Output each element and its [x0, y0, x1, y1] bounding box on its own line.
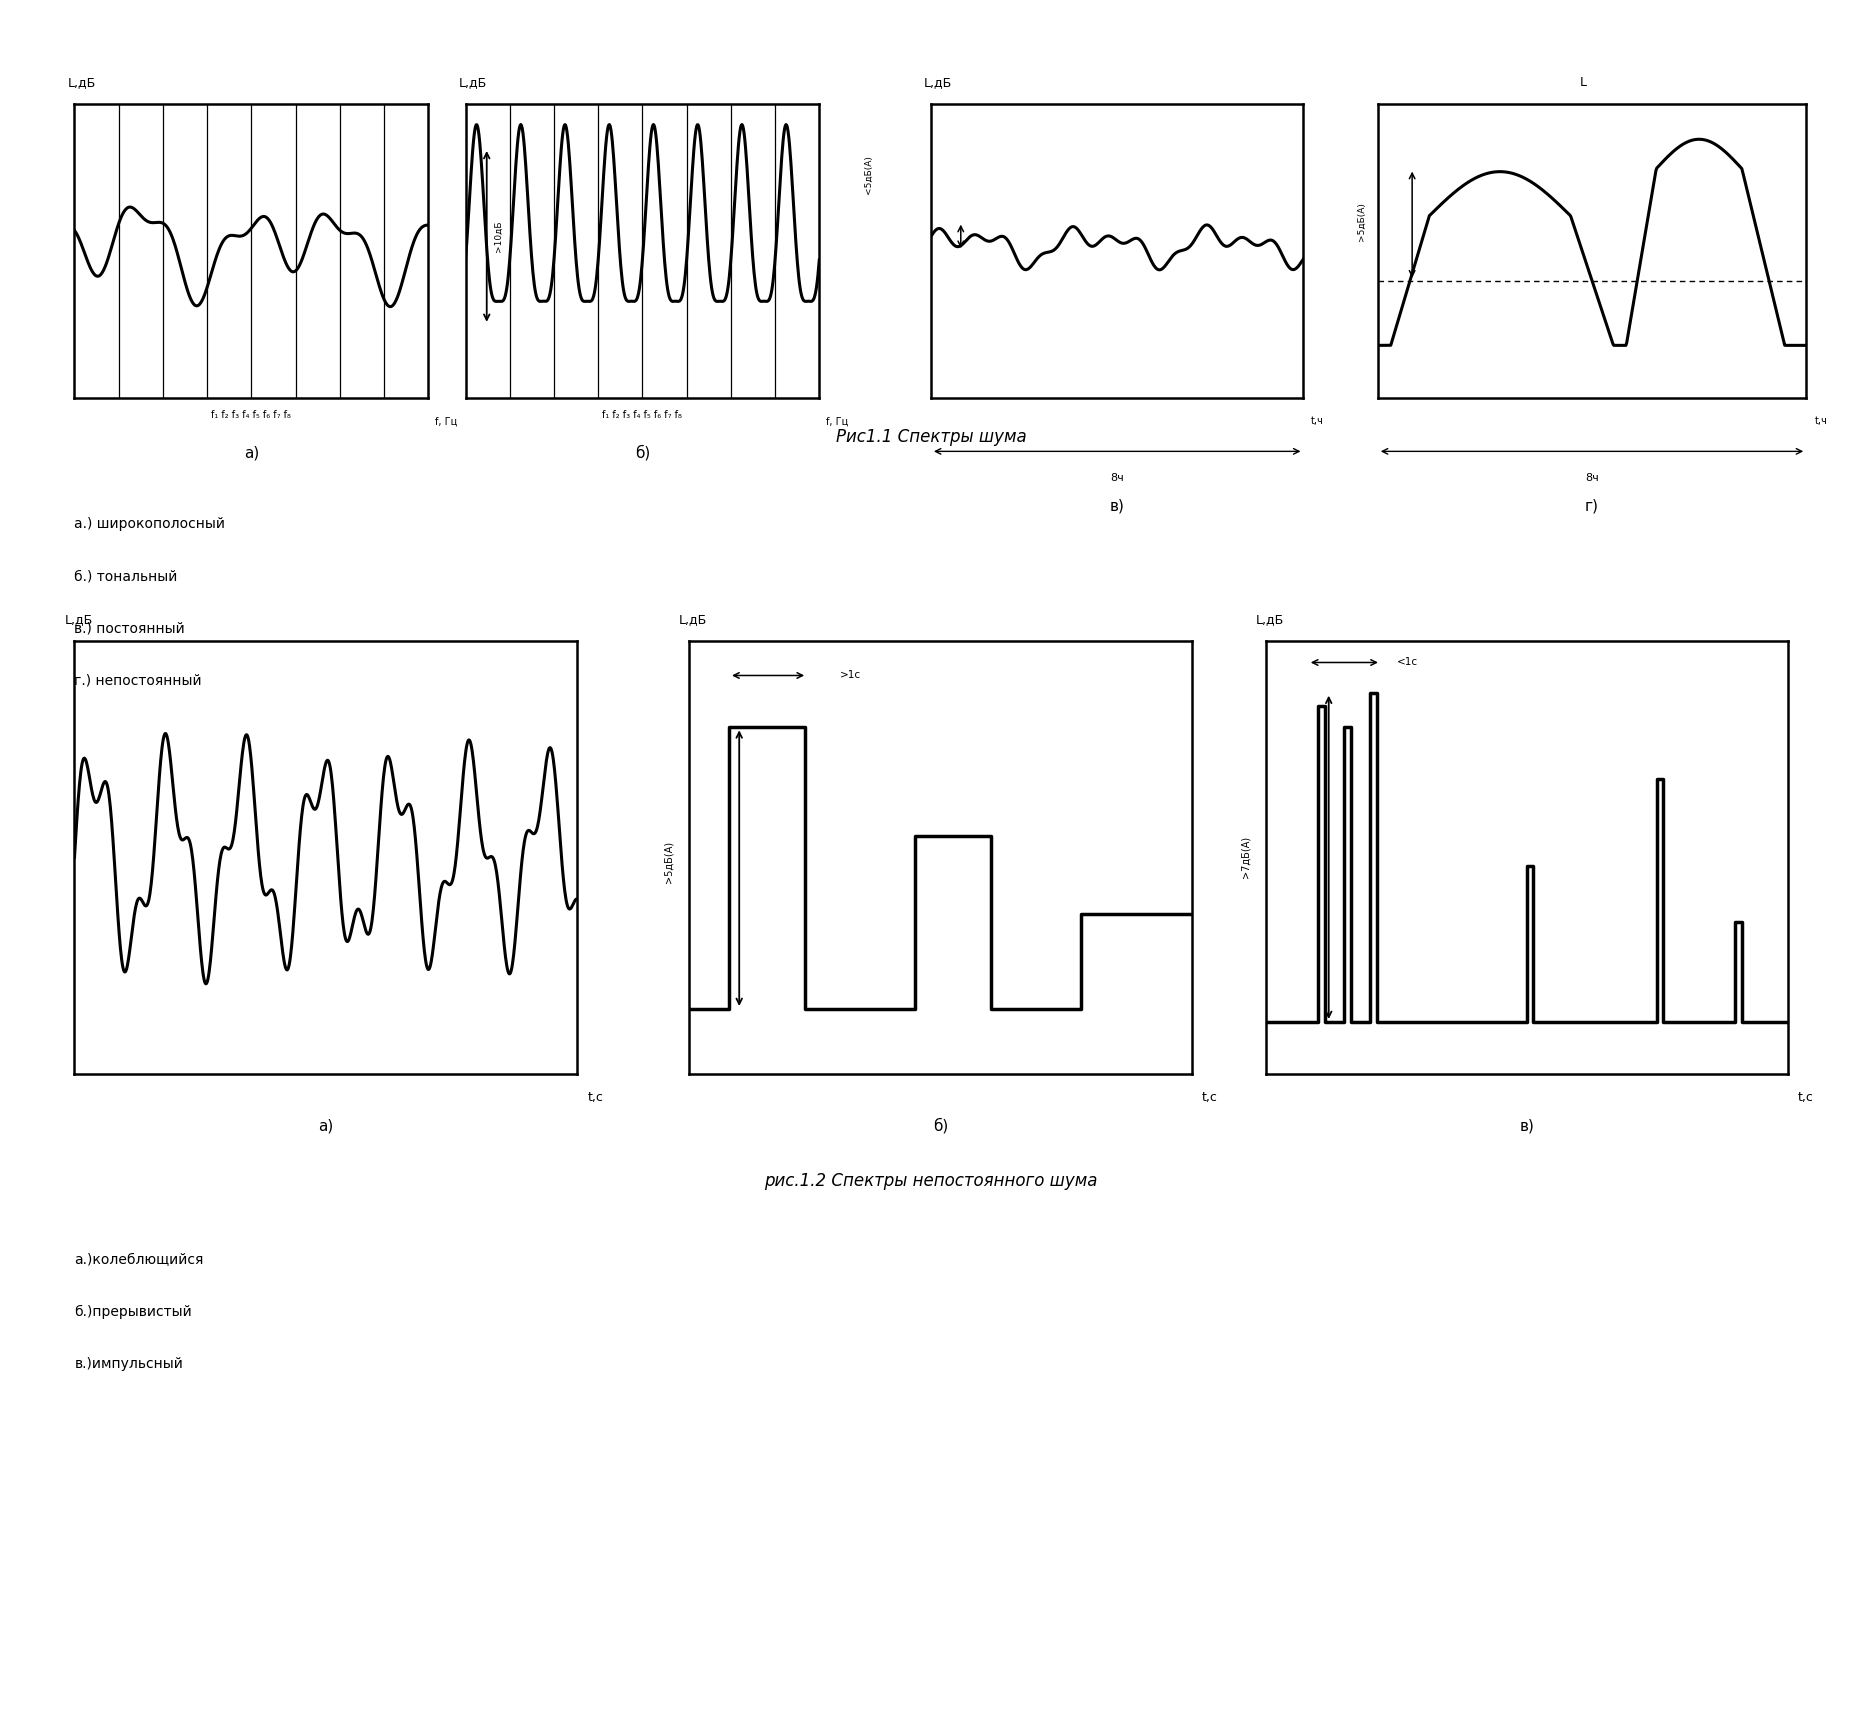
Text: L,дБ: L,дБ: [67, 76, 95, 90]
Text: а): а): [244, 445, 259, 461]
Text: f₁ f₂ f₃ f₄ f₅ f₆ f₇ f₈: f₁ f₂ f₃ f₄ f₅ f₆ f₇ f₈: [212, 410, 290, 421]
Text: L: L: [1581, 76, 1586, 90]
Text: t,ч: t,ч: [1311, 416, 1324, 426]
Text: в.) постоянный: в.) постоянный: [74, 622, 184, 636]
Text: >7дБ(А): >7дБ(А): [1240, 837, 1249, 878]
Text: L,дБ: L,дБ: [680, 613, 708, 627]
Text: а.)колеблющийся: а.)колеблющийся: [74, 1254, 203, 1268]
Text: в): в): [1519, 1119, 1534, 1133]
Text: >5дБ(А): >5дБ(А): [665, 840, 674, 883]
Text: f, Гц: f, Гц: [436, 416, 458, 426]
Text: б.) тональный: б.) тональный: [74, 570, 179, 584]
Text: t,с: t,с: [587, 1091, 603, 1105]
Text: б): б): [933, 1117, 948, 1133]
Text: в.)импульсный: в.)импульсный: [74, 1358, 182, 1372]
Text: t,с: t,с: [1201, 1091, 1218, 1105]
Text: г.) непостоянный: г.) непостоянный: [74, 674, 203, 688]
Text: >1с: >1с: [840, 670, 860, 681]
Text: Рис1.1 Спектры шума: Рис1.1 Спектры шума: [836, 428, 1026, 445]
Text: в): в): [1110, 499, 1125, 513]
Text: г): г): [1585, 499, 1599, 513]
Text: L,дБ: L,дБ: [1255, 613, 1285, 627]
Text: а): а): [318, 1119, 333, 1133]
Text: рис.1.2 Спектры непостоянного шума: рис.1.2 Спектры непостоянного шума: [763, 1173, 1099, 1190]
Text: >5дБ(А): >5дБ(А): [1356, 203, 1365, 241]
Text: 8ч: 8ч: [1110, 473, 1125, 483]
Text: L,дБ: L,дБ: [458, 76, 486, 90]
Text: <5дБ(А): <5дБ(А): [864, 156, 873, 194]
Text: а.) широкополосный: а.) широкополосный: [74, 518, 225, 532]
Text: >10дБ: >10дБ: [493, 220, 503, 253]
Text: L,дБ: L,дБ: [65, 613, 93, 627]
Text: L,дБ: L,дБ: [924, 76, 951, 90]
Text: t,с: t,с: [1799, 1091, 1814, 1105]
Text: <1с: <1с: [1396, 658, 1417, 667]
Text: 8ч: 8ч: [1585, 473, 1599, 483]
Text: f₁ f₂ f₃ f₄ f₅ f₆ f₇ f₈: f₁ f₂ f₃ f₄ f₅ f₆ f₇ f₈: [603, 410, 681, 421]
Text: f, Гц: f, Гц: [827, 416, 849, 426]
Text: t,ч: t,ч: [1815, 416, 1827, 426]
Text: б): б): [635, 445, 650, 461]
Text: б.)прерывистый: б.)прерывистый: [74, 1306, 192, 1320]
